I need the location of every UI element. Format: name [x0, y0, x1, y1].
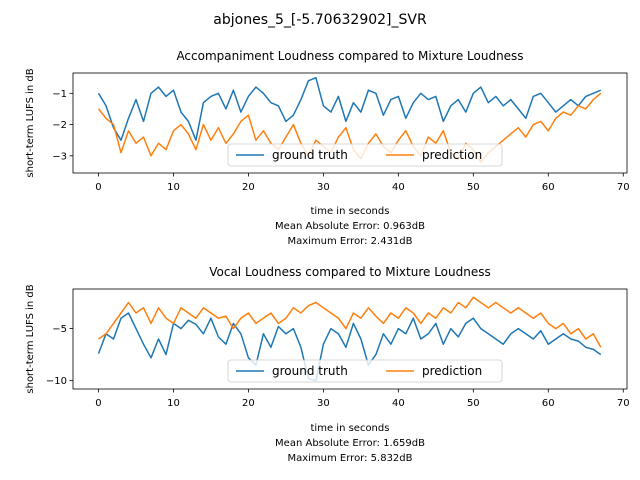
- legend-label: ground truth: [272, 364, 348, 378]
- x-axis-label: time in seconds: [311, 206, 390, 217]
- legend-label: ground truth: [272, 148, 348, 162]
- chart-title: Accompaniment Loudness compared to Mixtu…: [176, 49, 523, 63]
- legend-box: [227, 359, 503, 383]
- accompaniment-chart: 0 10 20 30 40 50 60 70 −3 −2 −1 Accompaniment Loudn…: [25, 49, 630, 247]
- series-line-prediction: [97, 92, 602, 163]
- error-caption: Mean Absolute Error: 1.659dB: [275, 438, 425, 449]
- legend: ground truth prediction: [227, 359, 503, 383]
- y-tick-label: −3: [52, 151, 67, 162]
- legend-label: prediction: [422, 148, 482, 162]
- x-tick-label: 0: [95, 182, 101, 193]
- legend-box: [227, 143, 503, 167]
- x-axis-label: time in seconds: [311, 423, 390, 434]
- x-tick-label: 40: [392, 182, 405, 193]
- y-tick-label: −10: [46, 376, 67, 387]
- vocal-chart: 0 10 20 30 40 50 60 70 −10 −5 Vocal Loudness compa…: [25, 265, 630, 464]
- x-tick-label: 50: [467, 398, 480, 409]
- x-tick-label: 10: [167, 398, 180, 409]
- x-tick-label: 50: [467, 182, 480, 193]
- series-line-prediction: [98, 296, 602, 348]
- x-tick-label: 30: [317, 398, 330, 409]
- y-axis-label: short-term LUFS in dB: [25, 284, 36, 393]
- error-caption: Maximum Error: 2.431dB: [287, 236, 412, 247]
- x-tick-label: 0: [95, 398, 101, 409]
- legend: ground truth prediction: [227, 143, 503, 167]
- x-tick-label: 10: [167, 182, 180, 193]
- x-tick-label: 70: [617, 398, 630, 409]
- axes-frame: [72, 72, 628, 174]
- error-caption: Mean Absolute Error: 0.963dB: [275, 221, 425, 232]
- y-tick-label: −1: [52, 89, 67, 100]
- chart-title: Vocal Loudness compared to Mixture Loudn…: [209, 265, 491, 279]
- y-axis-label: short-term LUFS in dB: [25, 68, 36, 177]
- x-tick-label: 20: [242, 182, 255, 193]
- error-caption: Maximum Error: 5.832dB: [287, 453, 412, 464]
- legend-label: prediction: [422, 364, 482, 378]
- axes-frame: [72, 288, 628, 390]
- y-tick-label: −5: [52, 324, 67, 335]
- figure-suptitle: abjones_5_[-5.70632902]_SVR: [213, 12, 427, 28]
- series-line-ground-truth: [97, 76, 602, 141]
- x-tick-label: 30: [317, 182, 330, 193]
- x-tick-label: 20: [242, 398, 255, 409]
- x-tick-label: 40: [392, 398, 405, 409]
- x-tick-label: 60: [542, 398, 555, 409]
- series-line-ground-truth: [97, 312, 602, 382]
- x-tick-label: 60: [542, 182, 555, 193]
- y-tick-label: −2: [52, 120, 67, 131]
- x-tick-label: 70: [617, 182, 630, 193]
